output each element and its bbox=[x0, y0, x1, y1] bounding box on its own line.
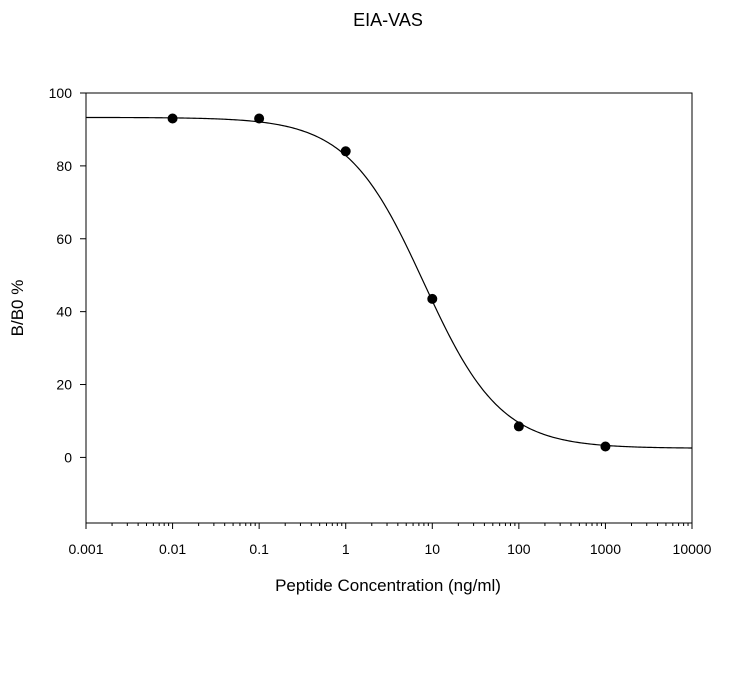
x-tick-label: 10000 bbox=[673, 541, 712, 557]
data-point bbox=[254, 113, 265, 124]
data-point bbox=[513, 421, 524, 432]
data-points-layer bbox=[167, 113, 611, 452]
x-tick-label: 0.01 bbox=[159, 541, 186, 557]
data-point bbox=[167, 113, 178, 124]
data-point bbox=[427, 293, 438, 304]
y-tick-label: 20 bbox=[56, 377, 72, 393]
data-point bbox=[600, 441, 611, 452]
y-axis-title: B/B0 % bbox=[8, 280, 27, 337]
y-tick-label: 100 bbox=[49, 85, 73, 101]
data-point bbox=[340, 146, 351, 157]
y-tick-label: 0 bbox=[64, 449, 72, 465]
x-tick-label: 1000 bbox=[590, 541, 621, 557]
y-tick-label: 60 bbox=[56, 231, 72, 247]
x-tick-label: 0.001 bbox=[68, 541, 103, 557]
chart-title: EIA-VAS bbox=[353, 10, 423, 30]
fit-curve-line bbox=[85, 116, 693, 449]
y-tick-label: 40 bbox=[56, 304, 72, 320]
x-tick-label: 0.1 bbox=[249, 541, 269, 557]
x-axis: 0.001 0.01 0.1 1 10 100 1000 10000 bbox=[68, 523, 712, 557]
y-axis: 0 20 40 60 80 100 bbox=[49, 85, 86, 465]
x-tick-label: 100 bbox=[507, 541, 531, 557]
x-tick-label: 10 bbox=[424, 541, 440, 557]
x-axis-title: Peptide Concentration (ng/ml) bbox=[275, 576, 501, 595]
x-tick-label: 1 bbox=[342, 541, 350, 557]
plot-frame bbox=[85, 92, 693, 524]
y-tick-label: 80 bbox=[56, 158, 72, 174]
fit-curve-layer bbox=[85, 116, 693, 449]
